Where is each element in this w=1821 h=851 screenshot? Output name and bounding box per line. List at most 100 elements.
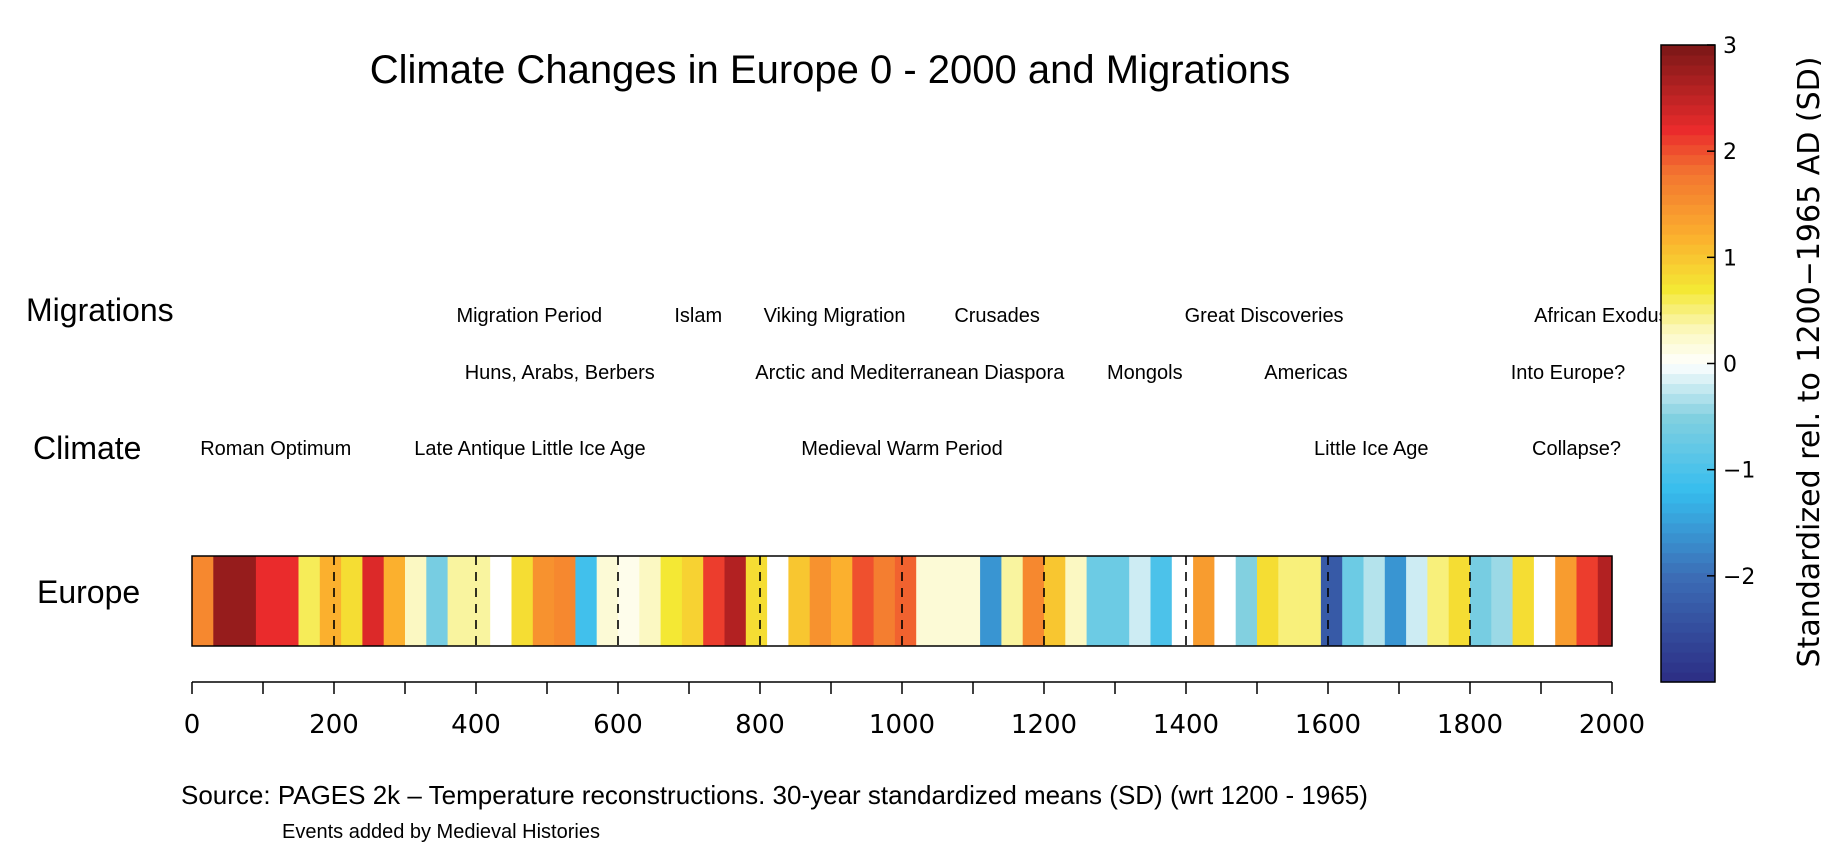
event-label: Little Ice Age: [1314, 438, 1429, 460]
colorbar-step: [1661, 463, 1715, 474]
heat-cell: [255, 556, 278, 646]
heat-cell: [298, 556, 321, 646]
colorbar-step: [1661, 652, 1715, 663]
colorbar-step: [1661, 403, 1715, 414]
x-tick-label: 600: [593, 710, 643, 740]
heat-cell: [809, 556, 832, 646]
heat-cell: [1193, 556, 1215, 646]
heat-cell: [788, 556, 811, 646]
event-label: Into Europe?: [1511, 362, 1626, 384]
colorbar-step: [1661, 602, 1715, 613]
heat-cell: [319, 556, 342, 646]
colorbar: −2 −1 0 1 2 3: [1660, 34, 1755, 683]
colorbar-step: [1661, 204, 1715, 215]
event-label: Islam: [674, 305, 722, 327]
colorbar-step: [1661, 104, 1715, 116]
event-label: Late Antique Little Ice Age: [414, 438, 645, 460]
heat-cell: [1065, 556, 1088, 646]
colorbar-step: [1661, 622, 1715, 633]
colorbar-step: [1661, 383, 1715, 394]
x-tick-label: 400: [451, 710, 501, 740]
heat-cell: [681, 556, 704, 646]
colorbar-step: [1661, 562, 1715, 574]
colorbar-tick-label: −2: [1723, 565, 1755, 590]
colorbar-step: [1661, 353, 1715, 365]
colorbar-step: [1661, 592, 1715, 603]
heat-cell: [745, 556, 768, 646]
colorbar-step: [1661, 433, 1715, 444]
heat-cell: [1107, 556, 1130, 646]
heat-cell: [1171, 556, 1194, 646]
colorbar-step: [1661, 413, 1715, 424]
event-label: Crusades: [954, 305, 1040, 327]
colorbar-step: [1661, 482, 1715, 494]
x-tick-label: 800: [735, 710, 785, 740]
colorbar-step: [1661, 373, 1715, 385]
row-label-migrations: Migrations: [26, 292, 174, 328]
colorbar-step: [1661, 313, 1715, 325]
colorbar-step: [1661, 283, 1715, 295]
heat-cell: [426, 556, 449, 646]
heat-cell: [1257, 556, 1279, 646]
colorbar-step: [1661, 194, 1715, 205]
colorbar-label: Standardized rel. to 1200−1965 AD (SD): [1792, 57, 1821, 668]
x-axis: 0 200 400 600 800 1000 1200 1400 1600 1800 2000: [184, 681, 1645, 740]
heat-cell: [1022, 556, 1045, 646]
heat-cell: [1512, 556, 1535, 646]
heat-cell: [1150, 556, 1173, 646]
colorbar-step: [1661, 612, 1715, 623]
colorbar-step: [1661, 263, 1715, 275]
event-label: Medieval Warm Period: [801, 438, 1003, 460]
x-tick-label: 1000: [869, 710, 935, 740]
colorbar-step: [1661, 244, 1715, 255]
event-label: Arctic and Mediterranean Diaspora: [755, 362, 1065, 384]
colorbar-step: [1661, 502, 1715, 514]
event-label: Great Discoveries: [1185, 305, 1344, 327]
colorbar-step: [1661, 144, 1715, 156]
heat-cell: [767, 556, 789, 646]
event-label: Mongols: [1107, 362, 1183, 384]
x-tick-label: 1400: [1153, 710, 1219, 740]
colorbar-tick-label: 3: [1723, 34, 1737, 59]
heat-cell: [1597, 556, 1613, 646]
europe-heat-strip: [192, 556, 1613, 646]
heat-cell: [192, 556, 214, 646]
colorbar-step: [1661, 114, 1715, 126]
migration-events: Migration Period Islam Viking Migration Cru…: [456, 305, 1668, 327]
heat-cell: [1555, 556, 1578, 646]
colorbar-step: [1661, 94, 1715, 106]
heat-cell: [383, 556, 406, 646]
heat-cell: [532, 556, 555, 646]
event-label: Collapse?: [1532, 438, 1621, 460]
event-label: African Exodus: [1534, 305, 1669, 327]
heat-cell: [639, 556, 662, 646]
heat-cell: [1086, 556, 1109, 646]
heat-cell: [511, 556, 534, 646]
colorbar-step: [1661, 293, 1715, 305]
colorbar-tick-label: 1: [1723, 246, 1737, 271]
heat-cell: [447, 556, 470, 646]
colorbar-step: [1661, 64, 1715, 76]
colorbar-step: [1661, 134, 1715, 146]
event-label: Americas: [1264, 362, 1347, 384]
colorbar-step: [1661, 343, 1715, 355]
heat-cell: [831, 556, 853, 646]
colorbar-step: [1661, 572, 1715, 584]
colorbar-step: [1661, 164, 1715, 175]
x-tick-label: 0: [184, 710, 201, 740]
heat-cell: [1448, 556, 1471, 646]
heat-cell: [618, 556, 640, 646]
colorbar-step: [1661, 254, 1715, 265]
colorbar-step: [1661, 642, 1715, 653]
heat-cell: [703, 556, 726, 646]
source-text: Source: PAGES 2k – Temperature reconstru…: [181, 780, 1368, 810]
heat-cell: [213, 556, 236, 646]
event-label: Huns, Arabs, Berbers: [465, 362, 655, 384]
colorbar-step: [1661, 184, 1715, 195]
colorbar-step: [1661, 672, 1715, 683]
colorbar-step: [1661, 662, 1715, 673]
event-label: Roman Optimum: [200, 438, 351, 460]
climate-events: Roman Optimum Late Antique Little Ice Age…: [200, 438, 1621, 460]
heat-cell: [234, 556, 257, 646]
